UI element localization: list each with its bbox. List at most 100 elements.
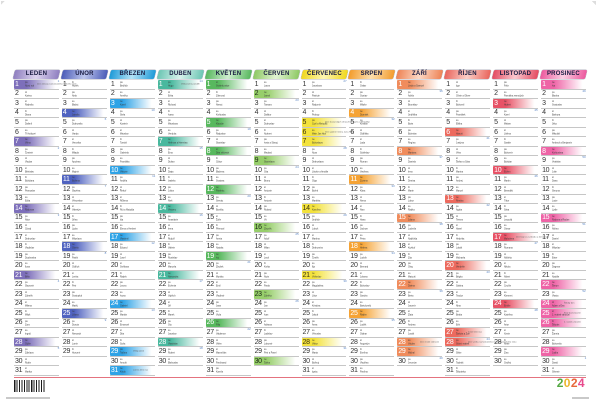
- holiday-highlight: [541, 146, 586, 156]
- day-cell: 7 ne Heřman a Hermína: [157, 137, 203, 147]
- empty-cell: [397, 366, 442, 376]
- name-day: Marián: [120, 314, 128, 317]
- day-cell: 11 čt Bohdana: [14, 175, 59, 186]
- day-text: so Elena a Herbert: [120, 224, 154, 231]
- name-day: Oto: [168, 323, 172, 326]
- name-day: Ladislav: [264, 333, 273, 336]
- day-text: st Martina: [312, 234, 346, 241]
- day-number: 11: [494, 176, 501, 184]
- day-cell: 14 po Agáta 42: [445, 204, 491, 214]
- day-text: út Bonifác: [216, 205, 250, 212]
- weekday-abbr: út: [24, 224, 27, 227]
- day-cell: 31 út Silvestr: [541, 366, 586, 376]
- day-text: po Albína: [552, 224, 586, 231]
- day-cell: 31 ne Kvido začíná letní čas: [109, 366, 155, 376]
- weekday-abbr: st: [264, 253, 266, 256]
- day-text: út Sabina: [456, 281, 490, 288]
- day-number: 15: [206, 214, 214, 222]
- day-text: čt Hynek: [72, 81, 106, 88]
- name-day: Klára: [359, 190, 366, 193]
- day-text: pá Nela: [72, 91, 106, 98]
- day-number: 14: [542, 204, 550, 212]
- day-cell: 23 út Zdeněk: [14, 290, 59, 300]
- month-column: 1 čt Oskar 2 pá Gustav 3 so Miluše 4 ne Dominik 5 po K…: [349, 80, 395, 376]
- day-cell: 2 čt Zikmund: [205, 90, 251, 100]
- weekday-abbr: st: [503, 262, 506, 266]
- holiday-highlight: [253, 290, 299, 299]
- day-text: pá Zina: [504, 348, 538, 355]
- weekday-abbr: čt: [24, 243, 27, 246]
- day-number: 13: [15, 195, 23, 203]
- day-number: 9: [350, 157, 354, 165]
- day-number: 3: [158, 99, 163, 107]
- name-day: Josef: [120, 256, 126, 260]
- weekday-abbr: so: [216, 176, 219, 180]
- day-number: 31: [542, 367, 550, 375]
- day-number: 17: [15, 233, 23, 241]
- day-text: čt Zita: [408, 253, 442, 260]
- name-day: Edita: [24, 199, 30, 202]
- day-number: 5: [254, 118, 259, 126]
- day-cell: 27 čt Ladislav: [253, 328, 299, 338]
- name-day: Sabina: [455, 285, 463, 288]
- day-text: po Luděk: [360, 320, 394, 327]
- name-day: Arnošt: [120, 361, 127, 365]
- name-day: Lucie: [551, 199, 558, 202]
- day-text: pá Jáchym: [360, 224, 394, 231]
- day-text: čt Diana: [25, 110, 59, 117]
- weekday-abbr: po: [312, 281, 315, 285]
- day-text: ne Gizela: [72, 243, 106, 250]
- name-day: Matouš: [407, 275, 416, 279]
- day-number: 10: [542, 166, 550, 174]
- weekday-abbr: ne: [551, 281, 555, 285]
- day-text: st Lenka: [72, 272, 106, 279]
- day-cell: 9 ne Stanislava: [253, 156, 299, 166]
- weekday-abbr: st: [551, 176, 554, 180]
- day-number: 21: [15, 271, 23, 279]
- weekday-abbr: ne: [120, 100, 123, 103]
- name-day: Marie: [407, 190, 414, 193]
- name-day: Nový rok: [24, 84, 34, 88]
- weekday-abbr: čt: [407, 253, 410, 256]
- day-number: 12: [542, 185, 550, 193]
- weekday-abbr: po: [407, 224, 411, 227]
- day-cell: 15 pá Ida: [109, 214, 155, 224]
- day-text: pá Pravoslav: [25, 186, 59, 193]
- day-number: 29: [494, 348, 502, 356]
- name-day: Blanka: [551, 94, 559, 97]
- day-number: 9: [494, 157, 498, 165]
- day-number: 26: [254, 319, 262, 327]
- weekday-abbr: pá: [24, 320, 28, 323]
- weekday-abbr: st: [312, 167, 314, 170]
- day-text: so Ondřej: [504, 358, 538, 365]
- name-day: Miroslava: [168, 123, 179, 126]
- day-cell: 14 ne Vincenc: [157, 204, 203, 214]
- weekday-abbr: so: [407, 272, 411, 275]
- name-day: Lada: [359, 142, 365, 145]
- weekday-abbr: út: [551, 167, 554, 170]
- holiday-highlight: [253, 89, 299, 99]
- day-number: 20: [446, 262, 454, 270]
- name-day: Slavěna: [72, 190, 81, 193]
- weekday-abbr: út: [24, 157, 27, 161]
- day-text: čt Soběslav: [360, 148, 394, 155]
- day-cell: 12 so Marcel: [445, 185, 491, 195]
- name-day: Gabriel: [120, 304, 128, 307]
- day-number: 28: [302, 338, 310, 346]
- day-number: 22: [446, 281, 454, 289]
- day-text: ne Helena: [360, 243, 394, 250]
- day-cell: 17 ne Mahulena Den boje za svobodu a demokr…: [493, 232, 549, 243]
- weekday-abbr: čt: [168, 110, 171, 113]
- day-number: 4: [302, 109, 307, 117]
- day-cell: 20 so Marcela: [157, 261, 203, 271]
- day-text: ne Renáta: [456, 196, 490, 203]
- name-day: Regína: [407, 142, 416, 145]
- weekday-abbr: st: [168, 100, 171, 103]
- day-cell: 6 so Mistr Jan Hus Den upálení mistra Jana …: [301, 127, 354, 138]
- name-day: Silvie: [455, 352, 462, 355]
- day-text: st Veronika: [72, 138, 106, 145]
- day-cell: 26 so Erik: [445, 319, 491, 329]
- day-cell: 27 po Valdemar 22: [205, 328, 251, 338]
